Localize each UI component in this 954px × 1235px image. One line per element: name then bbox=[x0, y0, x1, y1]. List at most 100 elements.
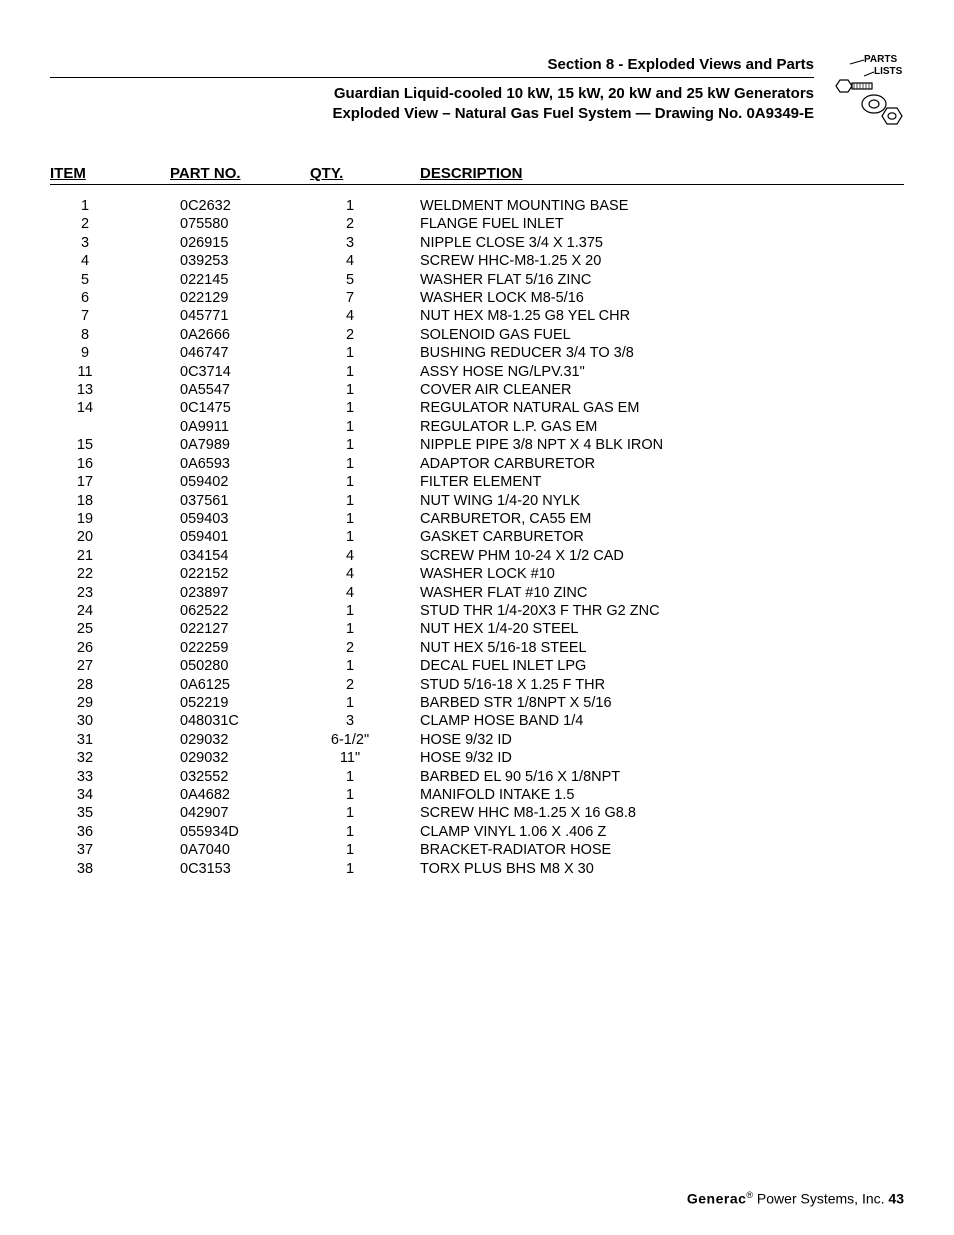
cell-qty: 1 bbox=[310, 841, 420, 859]
cell-item: 13 bbox=[50, 381, 170, 399]
cell-desc: BARBED STR 1/8NPT X 5/16 bbox=[420, 694, 904, 712]
cell-part: 062522 bbox=[170, 602, 310, 620]
cell-part: 032552 bbox=[170, 768, 310, 786]
cell-item: 29 bbox=[50, 694, 170, 712]
cell-part: 052219 bbox=[170, 694, 310, 712]
cell-qty: 4 bbox=[310, 565, 420, 583]
cell-desc: WASHER LOCK #10 bbox=[420, 565, 904, 583]
cell-part: 037561 bbox=[170, 492, 310, 510]
cell-part: 026915 bbox=[170, 234, 310, 252]
logo-text-top: PARTS bbox=[864, 54, 897, 65]
table-row: 350429071SCREW HHC M8-1.25 X 16 G8.8 bbox=[50, 804, 904, 822]
col-header-part: PART NO. bbox=[170, 165, 310, 182]
cell-qty: 6-1/2" bbox=[310, 731, 420, 749]
cell-item: 23 bbox=[50, 584, 170, 602]
cell-qty: 2 bbox=[310, 215, 420, 233]
cell-qty: 11" bbox=[310, 749, 420, 767]
cell-item: 4 bbox=[50, 252, 170, 270]
cell-desc: WASHER FLAT #10 ZINC bbox=[420, 584, 904, 602]
cell-qty: 1 bbox=[310, 657, 420, 675]
table-row: 50221455WASHER FLAT 5/16 ZINC bbox=[50, 271, 904, 289]
cell-part: 0A6125 bbox=[170, 676, 310, 694]
cell-qty: 1 bbox=[310, 455, 420, 473]
table-row: 230238974WASHER FLAT #10 ZINC bbox=[50, 584, 904, 602]
col-header-item: ITEM bbox=[50, 165, 170, 182]
cell-qty: 1 bbox=[310, 804, 420, 822]
cell-item: 30 bbox=[50, 712, 170, 730]
cell-part: 042907 bbox=[170, 804, 310, 822]
table-row: 160A65931ADAPTOR CARBURETOR bbox=[50, 455, 904, 473]
cell-desc: NUT HEX M8-1.25 G8 YEL CHR bbox=[420, 307, 904, 325]
cell-part: 045771 bbox=[170, 307, 310, 325]
cell-desc: SCREW HHC-M8-1.25 X 20 bbox=[420, 252, 904, 270]
cell-desc: DECAL FUEL INLET LPG bbox=[420, 657, 904, 675]
cell-desc: SCREW HHC M8-1.25 X 16 G8.8 bbox=[420, 804, 904, 822]
cell-qty: 1 bbox=[310, 786, 420, 804]
cell-qty: 1 bbox=[310, 473, 420, 491]
cell-desc: ADAPTOR CARBURETOR bbox=[420, 455, 904, 473]
table-row: 190594031CARBURETOR, CA55 EM bbox=[50, 510, 904, 528]
cell-desc: REGULATOR NATURAL GAS EM bbox=[420, 399, 904, 417]
cell-part: 023897 bbox=[170, 584, 310, 602]
cell-item: 19 bbox=[50, 510, 170, 528]
parts-table: ITEM PART NO. QTY. DESCRIPTION 10C26321W… bbox=[50, 165, 904, 878]
cell-item: 8 bbox=[50, 326, 170, 344]
table-row: 260222592NUT HEX 5/16-18 STEEL bbox=[50, 639, 904, 657]
cell-item: 34 bbox=[50, 786, 170, 804]
cell-desc: NIPPLE CLOSE 3/4 X 1.375 bbox=[420, 234, 904, 252]
logo-text-bottom: LISTS bbox=[874, 66, 903, 77]
cell-item: 31 bbox=[50, 731, 170, 749]
cell-item: 11 bbox=[50, 363, 170, 381]
table-row: 110C37141ASSY HOSE NG/LPV.31" bbox=[50, 363, 904, 381]
table-row: 210341544SCREW PHM 10-24 X 1/2 CAD bbox=[50, 547, 904, 565]
cell-qty: 2 bbox=[310, 676, 420, 694]
cell-item bbox=[50, 418, 170, 436]
cell-qty: 2 bbox=[310, 639, 420, 657]
cell-qty: 1 bbox=[310, 363, 420, 381]
table-row: 10C26321WELDMENT MOUNTING BASE bbox=[50, 197, 904, 215]
cell-qty: 1 bbox=[310, 823, 420, 841]
cell-item: 3 bbox=[50, 234, 170, 252]
table-row: 180375611NUT WING 1/4-20 NYLK bbox=[50, 492, 904, 510]
cell-part: 055934D bbox=[170, 823, 310, 841]
cell-item: 27 bbox=[50, 657, 170, 675]
cell-desc: TORX PLUS BHS M8 X 30 bbox=[420, 860, 904, 878]
cell-qty: 2 bbox=[310, 326, 420, 344]
cell-desc: COVER AIR CLEANER bbox=[420, 381, 904, 399]
cell-item: 9 bbox=[50, 344, 170, 362]
cell-desc: CLAMP HOSE BAND 1/4 bbox=[420, 712, 904, 730]
table-row: 280A61252STUD 5/16-18 X 1.25 F THR bbox=[50, 676, 904, 694]
parts-lists-icon: PARTS LISTS bbox=[820, 50, 910, 130]
footer-page-number: 43 bbox=[888, 1191, 904, 1207]
col-header-qty: QTY. bbox=[310, 165, 420, 182]
table-row: 340A46821MANIFOLD INTAKE 1.5 bbox=[50, 786, 904, 804]
cell-item: 28 bbox=[50, 676, 170, 694]
cell-desc: GASKET CARBURETOR bbox=[420, 528, 904, 546]
cell-item: 36 bbox=[50, 823, 170, 841]
page-header: Section 8 - Exploded Views and Parts Gua… bbox=[50, 56, 904, 123]
cell-item: 2 bbox=[50, 215, 170, 233]
cell-qty: 4 bbox=[310, 252, 420, 270]
col-header-desc: DESCRIPTION bbox=[420, 165, 904, 182]
cell-desc: CARBURETOR, CA55 EM bbox=[420, 510, 904, 528]
table-row: 330325521BARBED EL 90 5/16 X 1/8NPT bbox=[50, 768, 904, 786]
cell-part: 034154 bbox=[170, 547, 310, 565]
cell-desc: WASHER FLAT 5/16 ZINC bbox=[420, 271, 904, 289]
cell-qty: 1 bbox=[310, 510, 420, 528]
table-row: 380C31531TORX PLUS BHS M8 X 30 bbox=[50, 860, 904, 878]
cell-qty: 1 bbox=[310, 768, 420, 786]
table-header-row: ITEM PART NO. QTY. DESCRIPTION bbox=[50, 165, 904, 185]
cell-part: 022259 bbox=[170, 639, 310, 657]
cell-item: 18 bbox=[50, 492, 170, 510]
cell-item: 7 bbox=[50, 307, 170, 325]
cell-item: 6 bbox=[50, 289, 170, 307]
footer-brand: Generac bbox=[687, 1191, 747, 1207]
cell-desc: BARBED EL 90 5/16 X 1/8NPT bbox=[420, 768, 904, 786]
cell-part: 0C3714 bbox=[170, 363, 310, 381]
table-row: 240625221STUD THR 1/4-20X3 F THR G2 ZNC bbox=[50, 602, 904, 620]
cell-item: 24 bbox=[50, 602, 170, 620]
cell-part: 0C1475 bbox=[170, 399, 310, 417]
cell-desc: REGULATOR L.P. GAS EM bbox=[420, 418, 904, 436]
cell-qty: 7 bbox=[310, 289, 420, 307]
cell-qty: 1 bbox=[310, 860, 420, 878]
